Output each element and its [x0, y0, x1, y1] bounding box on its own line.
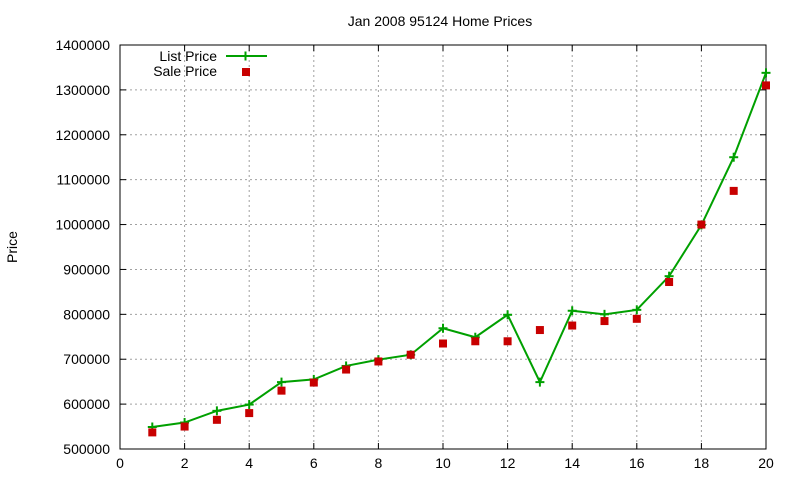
sale-price-marker — [342, 365, 351, 374]
list-price-marker — [632, 305, 642, 315]
y-axis-label: Price — [4, 231, 20, 263]
sale-price-marker — [212, 415, 221, 424]
x-tick-label: 6 — [310, 455, 318, 471]
x-tick-label: 10 — [435, 455, 451, 471]
sale-price-marker — [309, 378, 318, 387]
list-price-marker — [277, 377, 286, 387]
sale-price-marker — [665, 278, 674, 287]
x-tick-label: 16 — [629, 455, 645, 471]
list-price-marker — [503, 310, 513, 320]
y-tick-label: 800000 — [63, 306, 110, 322]
sale-price-marker — [632, 314, 641, 323]
y-tick-label: 1000000 — [55, 217, 110, 233]
sale-price-marker — [180, 422, 189, 431]
sale-price-marker — [697, 220, 706, 229]
y-tick-label: 1200000 — [55, 127, 110, 143]
sale-price-marker — [535, 326, 544, 335]
sale-price-marker — [245, 409, 254, 418]
y-tick-label: 1300000 — [55, 82, 110, 98]
y-tick-label: 1100000 — [57, 172, 111, 188]
sale-price-marker — [762, 81, 770, 90]
sale-price-marker — [503, 337, 512, 346]
y-tick-label: 1400000 — [55, 37, 110, 53]
sale-price-marker — [406, 350, 415, 359]
y-tick-label: 500000 — [63, 441, 110, 457]
legend-label-list-price: List Price — [159, 48, 217, 64]
x-tick-label: 14 — [564, 455, 580, 471]
legend-swatch-square — [242, 68, 250, 76]
axis-ticks — [119, 44, 767, 450]
list-price-line — [152, 72, 767, 428]
sale-price-marker — [439, 339, 447, 348]
sale-price-marker — [568, 321, 577, 330]
sale-price-marker — [729, 186, 738, 195]
chart-title: Jan 2008 95124 Home Prices — [348, 13, 532, 29]
sale-price-marker — [148, 428, 157, 437]
tick-labels: 0 2 4 6 8 10 12 14 16 18 20 500000 600000 700000 80000… — [55, 37, 774, 471]
sale-price-marker — [277, 386, 286, 395]
sale-price-marker — [471, 337, 480, 346]
x-tick-label: 12 — [500, 455, 516, 471]
list-price-marker — [729, 152, 739, 162]
data-series — [147, 68, 771, 437]
list-price-marker — [438, 323, 448, 333]
list-price-marker — [244, 400, 254, 410]
list-price-marker — [567, 306, 577, 316]
list-price-marker — [761, 68, 771, 78]
y-tick-label: 700000 — [63, 351, 110, 367]
x-tick-label: 0 — [116, 455, 124, 471]
sale-price-marker — [600, 317, 609, 326]
sale-price-marker — [374, 357, 383, 366]
x-tick-label: 20 — [758, 455, 774, 471]
grid-lines — [120, 45, 766, 449]
x-tick-label: 4 — [245, 455, 253, 471]
x-tick-label: 8 — [375, 455, 383, 471]
y-tick-label: 600000 — [63, 396, 110, 412]
x-tick-label: 18 — [694, 455, 710, 471]
list-price-marker — [212, 406, 222, 416]
x-tick-label: 2 — [181, 455, 189, 471]
legend-label-sale-price: Sale Price — [153, 63, 217, 79]
y-tick-label: 900000 — [63, 261, 110, 277]
list-price-marker — [535, 377, 545, 387]
